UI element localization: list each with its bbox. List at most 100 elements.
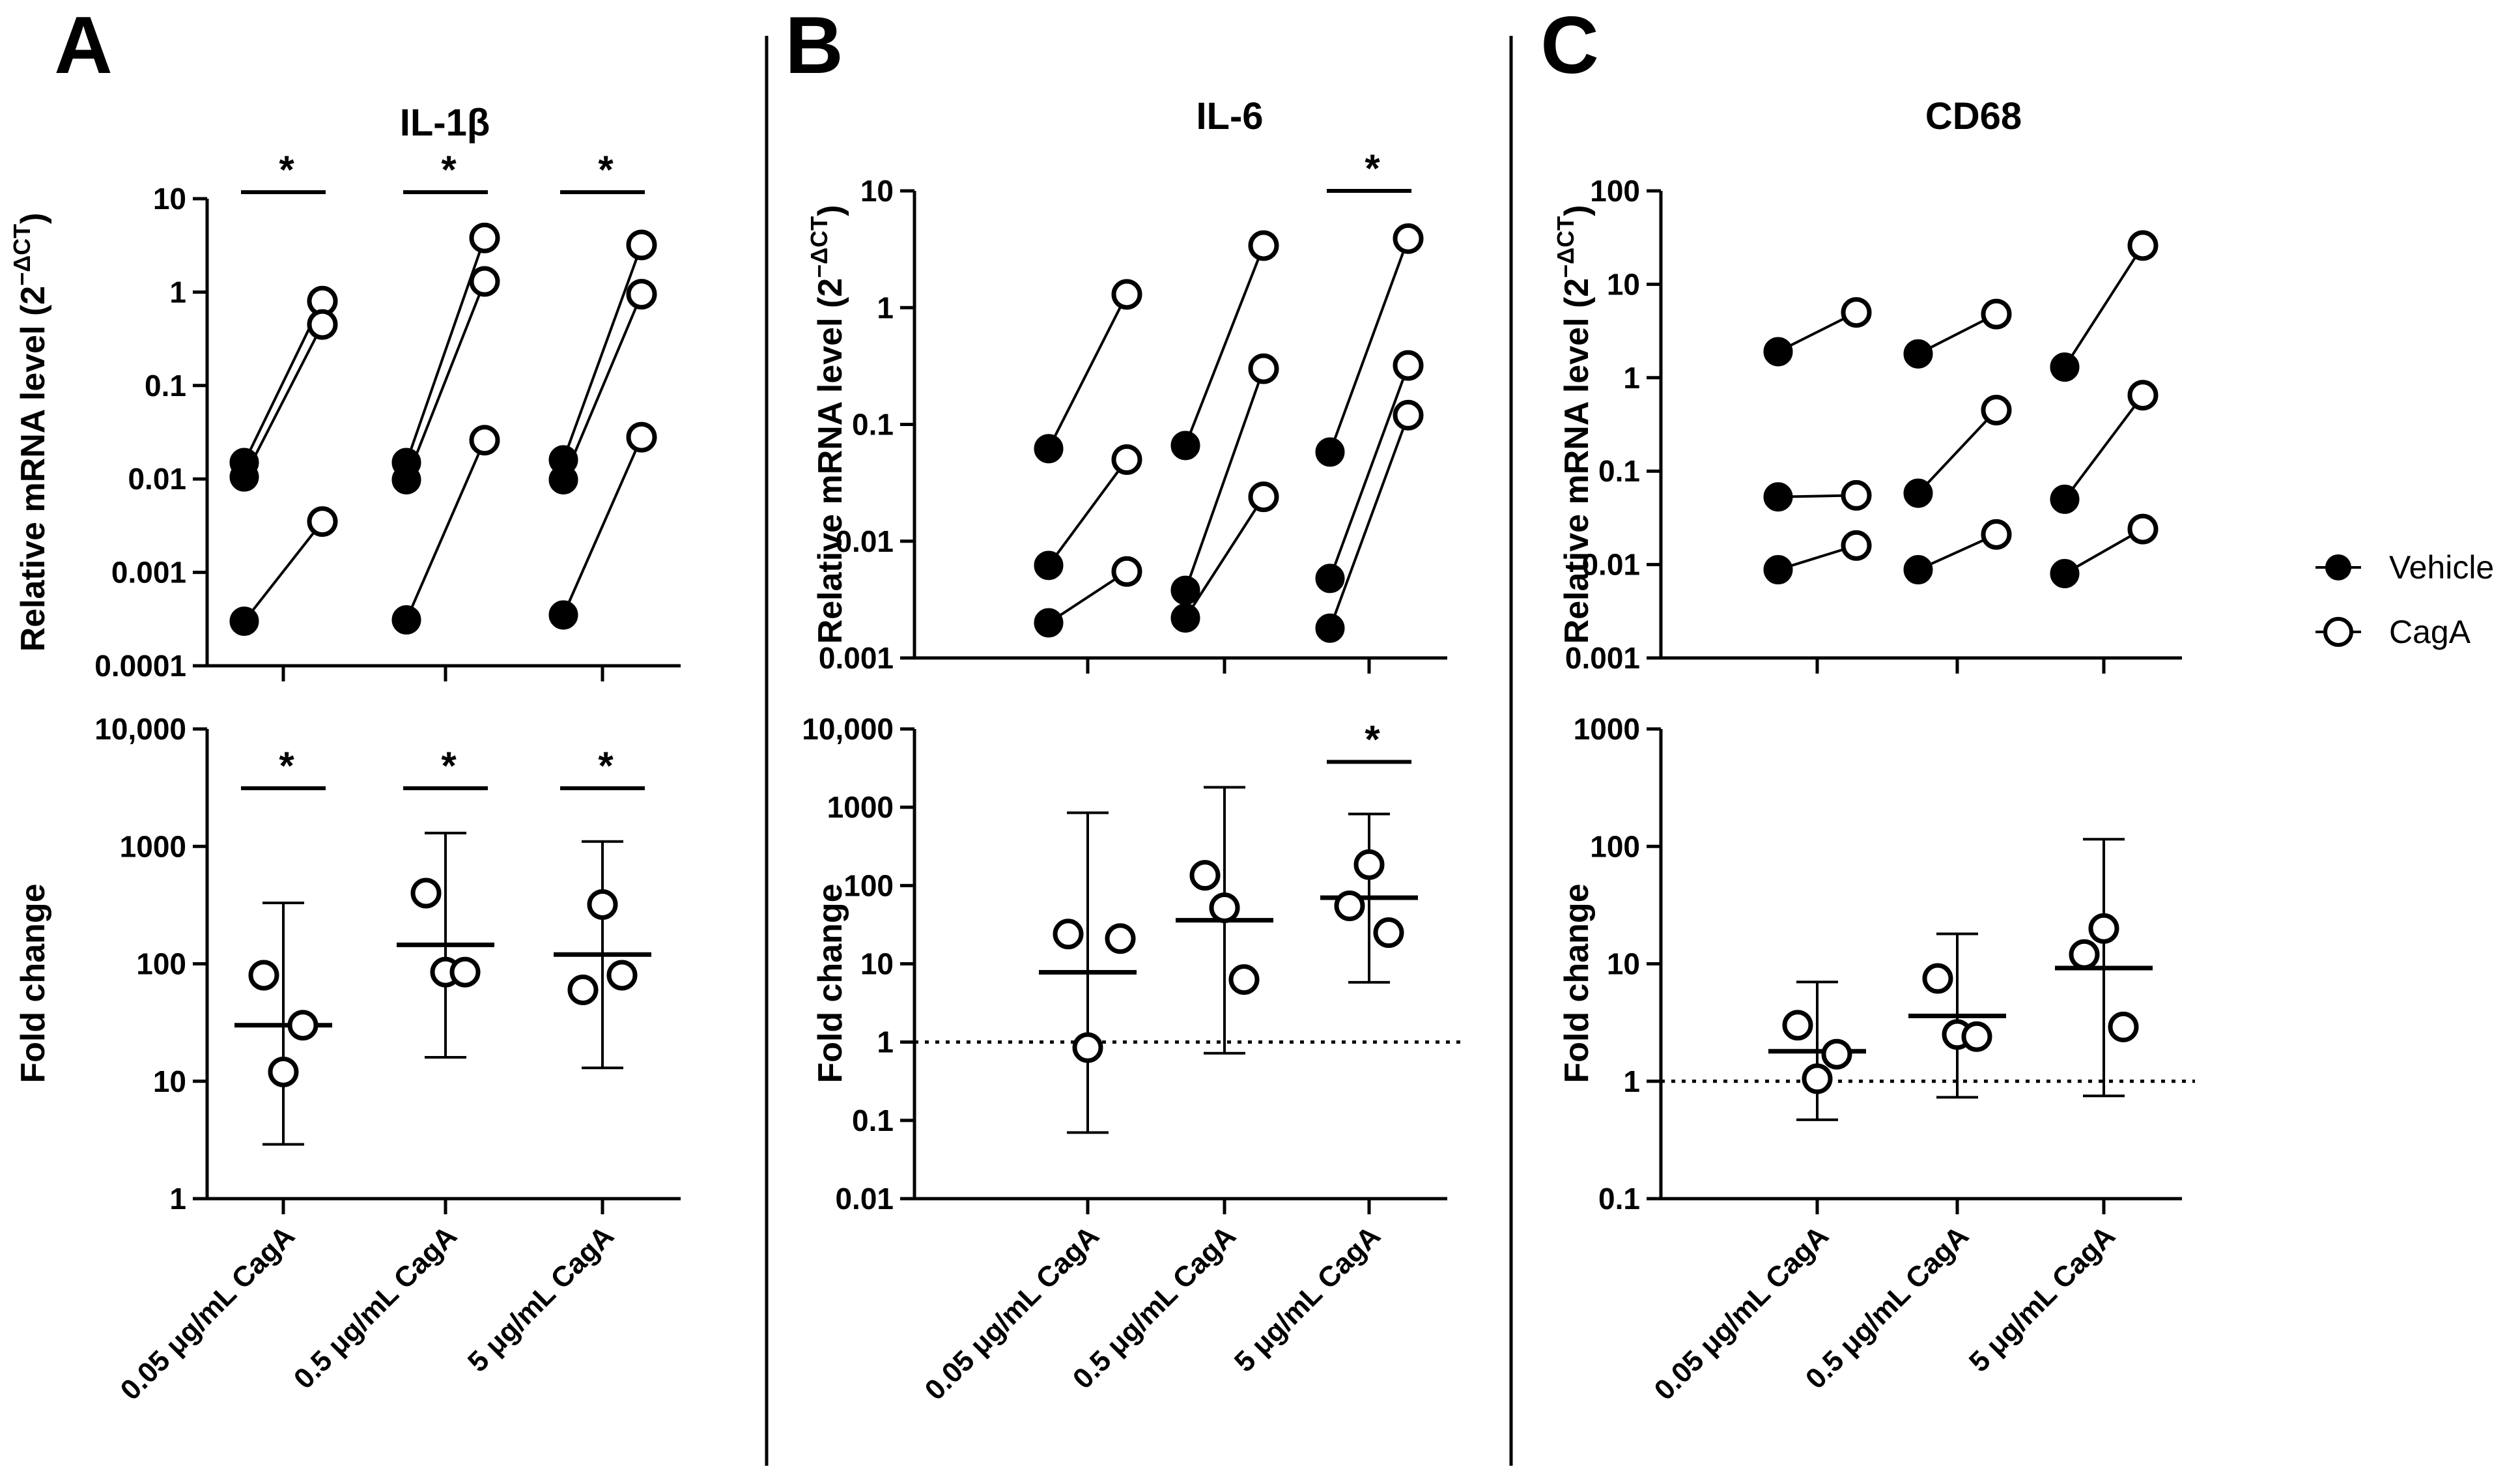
significance-star: *: [441, 148, 457, 192]
y-label-sup: −ΔCT: [806, 216, 832, 278]
fold-point: [248, 960, 279, 991]
fold-point: [1334, 891, 1365, 922]
fold-point: [1105, 923, 1136, 954]
fold-point: [449, 956, 481, 988]
significance-star: *: [598, 148, 614, 192]
bottom-y-tick-label: 10,000: [802, 712, 894, 746]
vehicle-point: [2050, 484, 2080, 514]
pair-line: [2063, 394, 2144, 500]
fold-point: [1189, 860, 1221, 891]
panel-letter: B: [785, 1, 843, 91]
caga-point: [307, 506, 338, 537]
caga-point: [1111, 279, 1142, 310]
caga-point: [2127, 513, 2159, 545]
caga-point: [1248, 353, 1279, 384]
caga-point: [2127, 230, 2159, 261]
bottom-y-tick-label: 1: [1623, 1064, 1640, 1098]
bottom-y-tick-label: 100: [1590, 829, 1640, 863]
y-label-main: Relative mRNA level (2: [14, 286, 52, 652]
top-y-tick-label: 0.1: [145, 369, 186, 403]
caga-point: [2127, 380, 2159, 411]
fold-point: [2069, 939, 2100, 970]
panel-letter: A: [54, 1, 113, 91]
pair-line: [562, 436, 643, 616]
caga-point: [1981, 395, 2012, 426]
vehicle-point: [391, 464, 421, 494]
category-label: 0.5 μg/mL CagA: [288, 1220, 463, 1395]
vehicle-point: [1170, 603, 1200, 633]
pair-line: [1047, 459, 1128, 567]
pair-line: [1329, 238, 1409, 453]
top-y-label: Relative mRNA level (2−ΔCT): [8, 213, 52, 652]
bottom-y-label: Fold change: [1558, 883, 1596, 1083]
fold-point: [410, 878, 442, 909]
vehicle-point: [1763, 337, 1793, 367]
caga-point: [307, 309, 338, 340]
top-y-label: Relative mRNA level (2−ΔCT): [1552, 205, 1596, 644]
pair-line: [562, 293, 643, 481]
caga-point: [1841, 297, 1872, 328]
significance-star: *: [441, 744, 457, 788]
legend-vehicle-marker: [2325, 554, 2351, 580]
vehicle-point: [1763, 482, 1793, 512]
vehicle-point: [391, 605, 421, 635]
y-label-main: Relative mRNA level (2: [812, 278, 849, 644]
bottom-y-tick-label: 0.1: [852, 1104, 894, 1137]
panel-a: A IL-1β 0.0001 0.001 0.01 0.1 1 10 Relative mRNA…: [8, 1, 681, 1406]
top-y-tick-label: 10: [1607, 267, 1640, 301]
vehicle-point: [1315, 437, 1345, 467]
caga-point: [1981, 519, 2012, 550]
vehicle-point: [548, 600, 578, 630]
caga-point: [1393, 223, 1424, 254]
bottom-y-tick-label: 10,000: [94, 712, 186, 746]
top-y-label: Relative mRNA level (2−ΔCT): [806, 205, 849, 644]
category-label: 5 μg/mL CagA: [1963, 1220, 2121, 1378]
caga-point: [469, 222, 500, 253]
pair-line: [2063, 244, 2144, 368]
caga-point: [1111, 444, 1142, 475]
y-label-main: Relative mRNA level (2: [1558, 278, 1596, 644]
panel-b: B IL-6 0.001 0.01 0.1 1 10 Relative mRNA level …: [785, 1, 1460, 1406]
vehicle-point: [229, 606, 259, 636]
top-y-tick-label: 0.001: [111, 556, 186, 590]
legend-caga-label: CagA: [2389, 614, 2471, 650]
caga-point: [626, 229, 657, 261]
pair-line: [1917, 409, 1998, 494]
y-label-close: ): [14, 213, 52, 224]
top-y-tick-label: 0.001: [1565, 641, 1640, 675]
top-y-tick-label: 100: [1590, 174, 1640, 208]
legend: Vehicle CagA: [2315, 549, 2494, 650]
vehicle-point: [1034, 608, 1064, 638]
bottom-y-tick-label: 1000: [827, 790, 894, 824]
significance-star: *: [1365, 718, 1380, 762]
panel-letter: C: [1540, 1, 1599, 91]
vehicle-point: [1903, 555, 1933, 585]
significance-star: *: [598, 744, 614, 788]
pair-line: [405, 281, 486, 481]
fold-point: [1209, 892, 1240, 923]
pair-line: [1184, 245, 1265, 446]
caga-point: [1393, 399, 1424, 431]
bottom-y-tick-label: 1: [877, 1025, 894, 1059]
fold-point: [2088, 913, 2119, 944]
fold-point: [606, 960, 638, 991]
gene-title: IL-6: [1196, 95, 1263, 137]
top-y-tick-label: 1: [1623, 361, 1640, 395]
fold-point: [287, 1010, 319, 1041]
caga-point: [1841, 479, 1872, 511]
fold-point: [1802, 1063, 1833, 1094]
fold-point: [587, 889, 618, 920]
top-y-tick-label: 0.001: [819, 641, 894, 675]
significance-star: *: [279, 744, 294, 788]
caga-point: [626, 279, 657, 310]
vehicle-point: [2050, 352, 2080, 382]
bottom-y-label: Fold change: [812, 883, 849, 1083]
bottom-y-tick-label: 10: [153, 1064, 186, 1098]
pair-line: [243, 521, 324, 622]
pair-line: [1329, 365, 1409, 579]
top-y-tick-label: 0.01: [1581, 548, 1640, 582]
fold-point: [1228, 964, 1260, 995]
legend-vehicle-label: Vehicle: [2389, 549, 2494, 586]
fold-point: [268, 1056, 299, 1087]
pair-line: [1329, 414, 1409, 629]
